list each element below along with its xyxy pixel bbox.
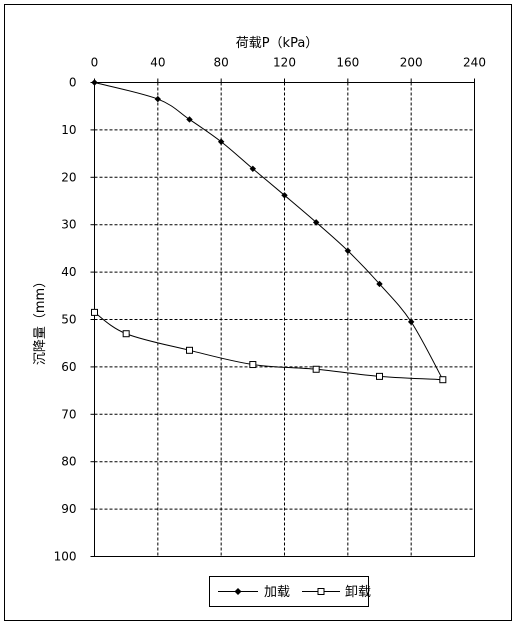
data-point-loading xyxy=(154,95,162,103)
y-tick-label: 50 xyxy=(61,313,76,327)
data-point-unloading xyxy=(91,308,98,316)
x-tick-label: 40 xyxy=(150,56,165,70)
legend: 加载 卸载 xyxy=(209,576,371,607)
legend-label-unloading: 卸载 xyxy=(345,584,371,600)
x-tick-label: 80 xyxy=(214,56,229,70)
data-point-loading xyxy=(91,79,98,86)
data-point-unloading xyxy=(312,365,320,373)
data-point-loading xyxy=(217,138,225,145)
y-tick-label: 100 xyxy=(54,550,77,564)
data-point-loading xyxy=(186,116,193,123)
data-point-unloading xyxy=(122,330,130,338)
x-axis-title: 荷载P（kPa） xyxy=(236,36,319,51)
data-point-loading xyxy=(312,219,320,226)
legend-label-loading: 加载 xyxy=(264,585,290,600)
y-tick-label: 40 xyxy=(61,265,76,279)
grid-layer xyxy=(90,78,475,557)
data-point-unloading xyxy=(376,372,383,380)
plot-area-border xyxy=(94,82,475,557)
x-tick-label: 120 xyxy=(273,56,296,70)
x-tick-label: 0 xyxy=(91,56,99,70)
x-tick-label: 160 xyxy=(336,56,359,70)
data-point-loading xyxy=(407,318,415,326)
x-tick-labels: 0 40 80 120 160 200 240 xyxy=(91,56,486,70)
legend-marker-loading xyxy=(234,588,242,595)
y-tick-label: 80 xyxy=(61,455,76,469)
y-tick-label: 90 xyxy=(61,502,76,516)
x-tick-label: 240 xyxy=(463,56,486,70)
legend-marker-unloading xyxy=(317,588,325,595)
y-tick-label: 70 xyxy=(61,407,76,421)
y-tick-label: 30 xyxy=(61,218,76,232)
y-tick-label: 20 xyxy=(61,170,76,184)
data-point-loading xyxy=(344,247,352,254)
y-axis-title: 沉降量（mm） xyxy=(33,275,48,365)
y-tick-label: 10 xyxy=(61,123,76,137)
data-point-unloading xyxy=(186,346,193,354)
outer-border xyxy=(4,4,512,621)
y-tick-labels: 0 10 20 30 40 50 60 70 80 90 100 xyxy=(54,76,77,564)
data-point-loading xyxy=(249,165,257,172)
x-tick-label: 200 xyxy=(400,56,423,70)
data-point-loading xyxy=(376,280,383,288)
data-point-unloading xyxy=(249,361,257,369)
series-layer xyxy=(91,79,447,384)
data-point-loading xyxy=(281,192,288,199)
y-tick-label: 60 xyxy=(61,360,76,374)
y-tick-label: 0 xyxy=(69,76,77,90)
data-point-unloading xyxy=(439,376,447,384)
